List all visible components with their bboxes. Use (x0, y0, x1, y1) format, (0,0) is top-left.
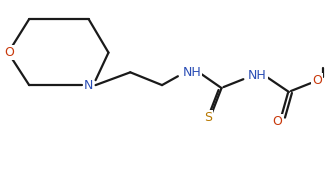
Text: S: S (204, 111, 212, 124)
Text: O: O (272, 115, 282, 128)
Text: NH: NH (248, 69, 267, 82)
Text: O: O (312, 74, 322, 87)
Text: NH: NH (182, 66, 201, 79)
Text: O: O (4, 46, 14, 59)
Text: N: N (84, 79, 93, 92)
